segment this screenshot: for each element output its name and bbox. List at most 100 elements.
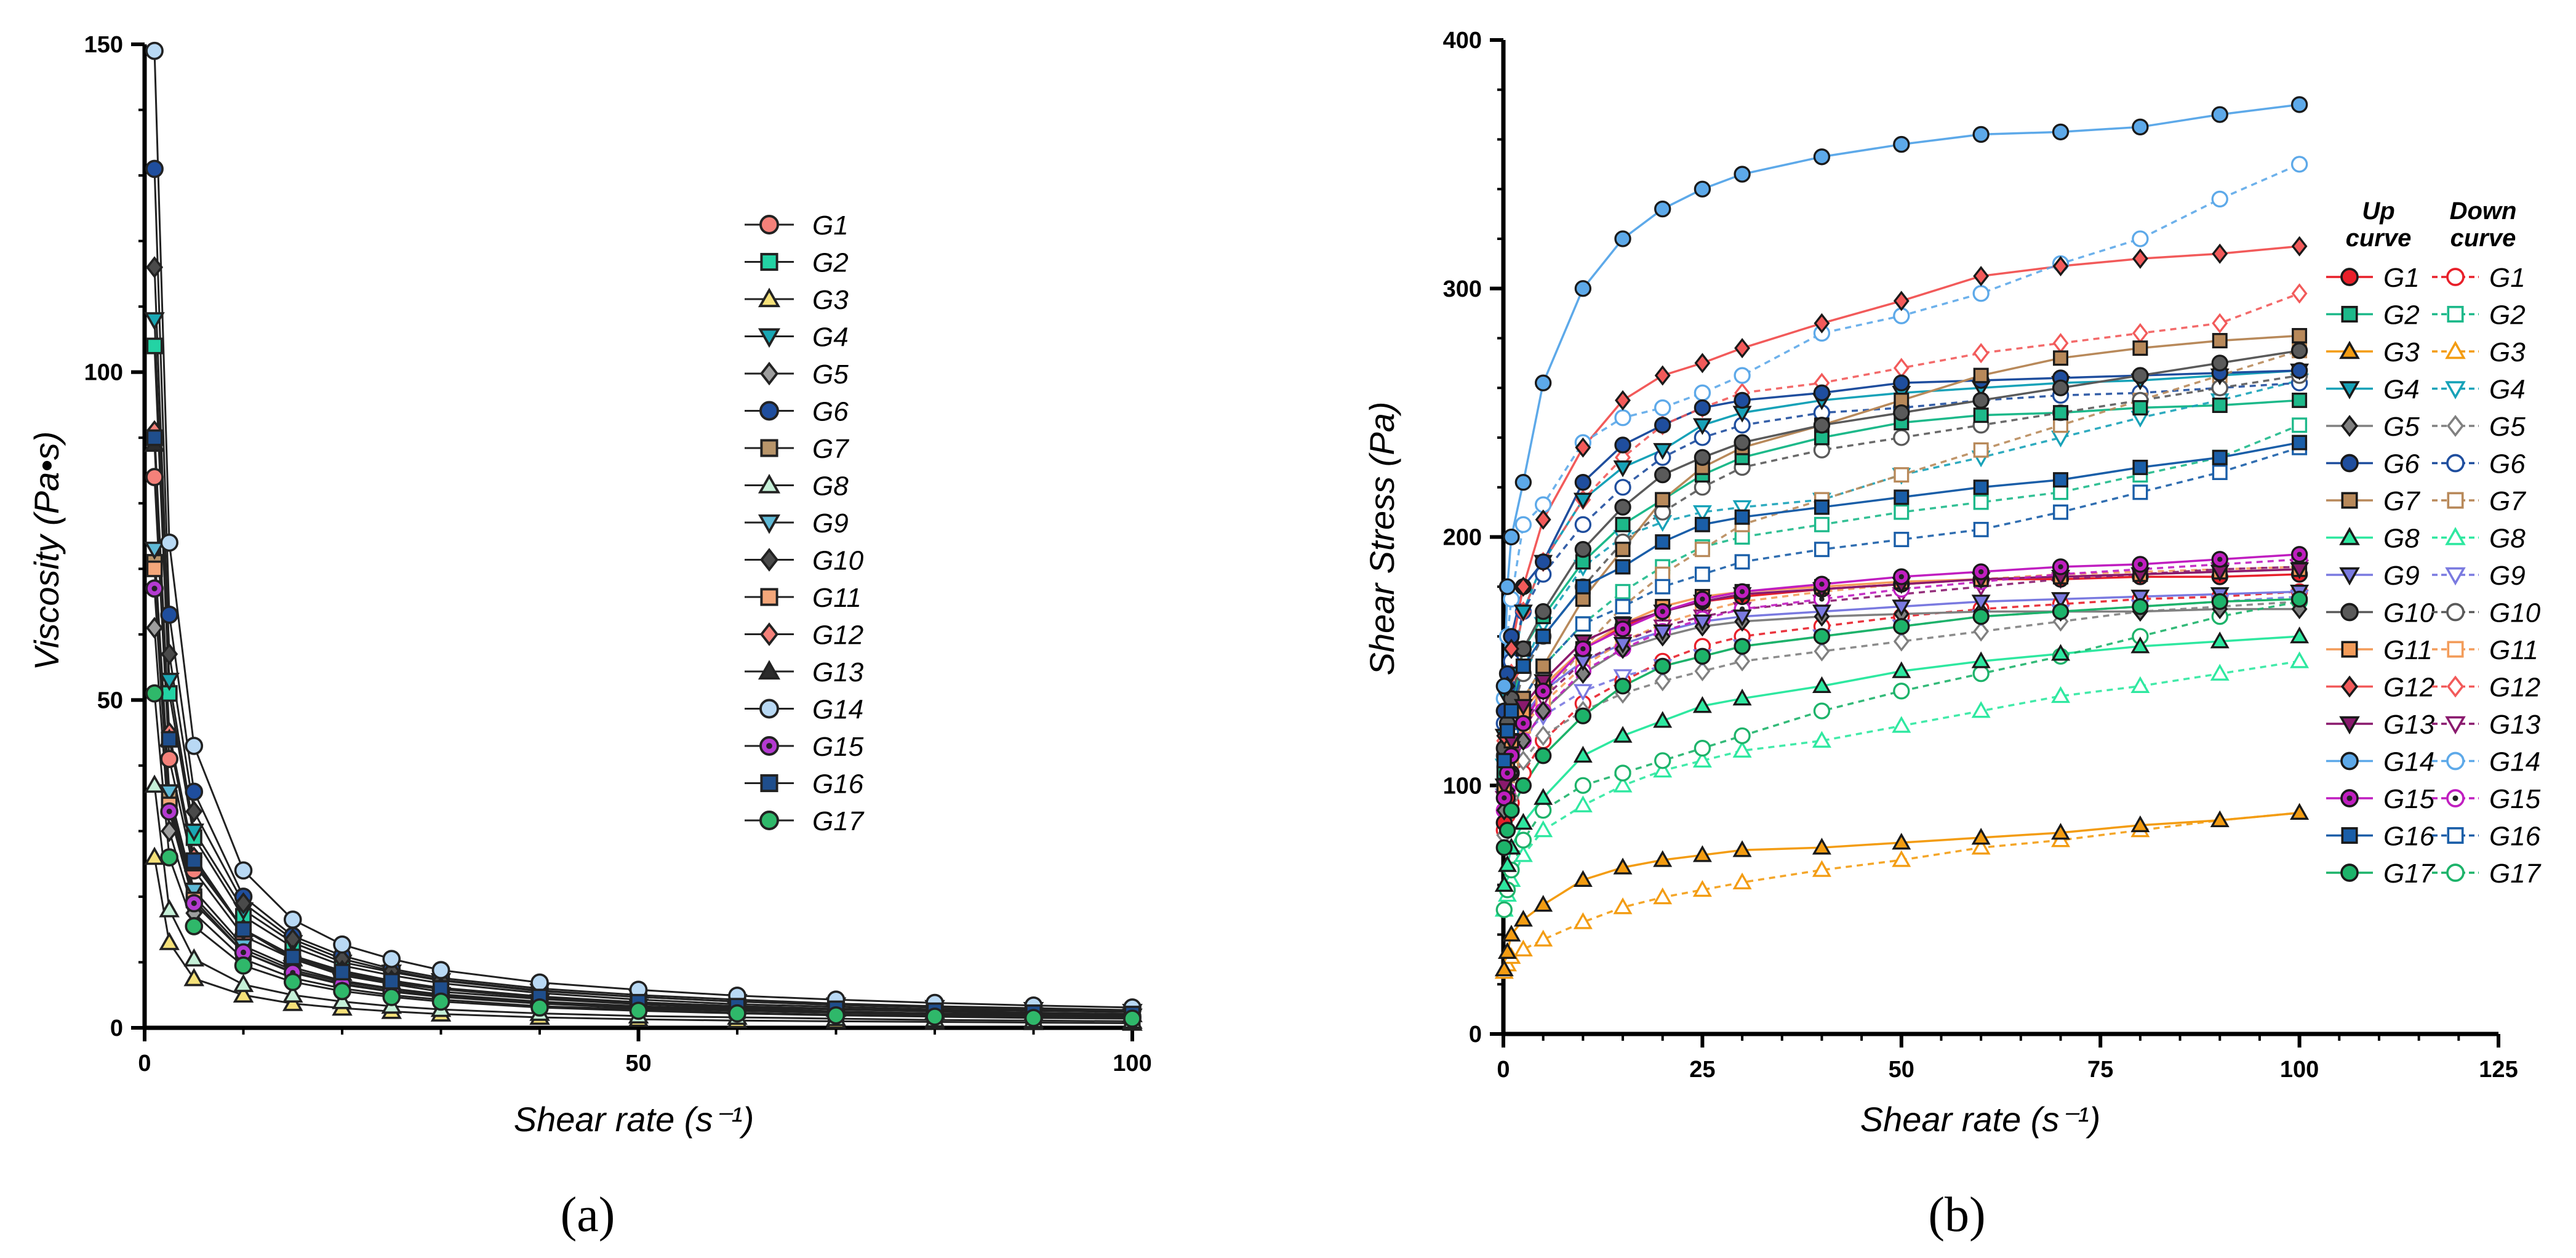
panel-b-up-point-G16 — [1515, 658, 1531, 674]
panel-b-up-point-G7 — [2292, 327, 2308, 343]
panel-b-up-point-G17 — [1972, 608, 1990, 625]
panel-b-up-point-G17 — [2132, 598, 2149, 615]
panel-b-down-point-G12 — [2052, 333, 2069, 354]
panel-b-up-point-G10 — [1614, 499, 1631, 516]
panel-a-point-G9 — [159, 784, 180, 803]
panel-a-legend-marker-G13 — [758, 660, 781, 680]
panel-a-point-G8 — [233, 974, 254, 992]
panel-b-down-point-G5 — [1734, 651, 1751, 671]
panel-a-legend-label-G15: G15 — [812, 732, 864, 762]
panel-b-up-point-G4 — [1513, 604, 1533, 622]
panel-b-legend-up-marker-G8 — [2339, 527, 2360, 545]
panel-b-legend-up-marker-G10 — [2340, 603, 2359, 622]
panel-a-point-G6 — [160, 606, 178, 624]
panel-b-down-point-G5 — [1654, 671, 1671, 692]
panel-b-up-point-G12 — [1615, 390, 1631, 411]
panel-a-legend-marker-G16 — [760, 774, 778, 793]
panel-b-up-point-G10 — [1893, 404, 1910, 422]
panel-b-down-point-G4 — [1692, 505, 1712, 523]
panel-b-legend-down-label-G3: G3 — [2489, 337, 2526, 367]
panel-a-legend-label-G3: G3 — [812, 285, 849, 315]
panel-b-down-point-G14 — [1654, 399, 1671, 417]
panel-a-legend-marker-G9 — [758, 514, 781, 534]
panel-b-up-point-G15-dot — [1502, 795, 1507, 801]
panel-b-up-point-G10 — [2290, 342, 2308, 359]
panel-a-markers — [144, 41, 1143, 1031]
panel-b-up-point-G3 — [1494, 960, 1514, 977]
panel-b-up-point-G15-dot — [2297, 551, 2302, 557]
panel-a-legend-label-G1: G1 — [812, 210, 849, 241]
panel-b-down-point-G14 — [1972, 285, 1990, 302]
panel-b-legend-down-label-G14: G14 — [2489, 747, 2540, 777]
panel-b-up-point-G8 — [1971, 651, 1991, 668]
panel-a-point-G16 — [383, 972, 400, 990]
panel-b-up-point-G13 — [2290, 562, 2310, 579]
panel-a-point-G17 — [382, 988, 401, 1006]
panel-b-legend-up-label-G15: G15 — [2383, 784, 2435, 814]
panel-b-legend-up-marker-G9 — [2339, 567, 2360, 586]
panel-b-down-point-G2 — [2053, 484, 2068, 500]
panel-b-up-point-G12 — [1503, 638, 1519, 659]
panel-a-legend-label-G12: G12 — [812, 620, 863, 651]
panel-b-x-tick-label: 100 — [2280, 1057, 2319, 1083]
panel-b-legend-up-label-G1: G1 — [2383, 263, 2420, 293]
panel-b-up-point-G10 — [1734, 434, 1751, 451]
panel-a-legend-label-G4: G4 — [812, 323, 849, 353]
panel-b-up-point-G14 — [1694, 180, 1711, 198]
panel-a-point-G14 — [530, 973, 549, 992]
panel-a-point-G14 — [234, 861, 253, 880]
panel-b-up-point-G16 — [1814, 499, 1830, 515]
panel-a-legend-label-G10: G10 — [812, 546, 864, 576]
panel-b-up-point-G8 — [1513, 812, 1533, 830]
panel-a-point-G17 — [283, 972, 302, 992]
panel-b-up-point-G3 — [1573, 870, 1593, 887]
panel-b-chart: 0 100 200 300 400 0 25 50 75 100 125 Shear rate (s… — [1362, 28, 2542, 1242]
panel-b-up-point-G14 — [1514, 473, 1532, 491]
panel-a-point-G14 — [160, 533, 178, 552]
panel-a-point-G17 — [185, 917, 204, 935]
panel-b-down-point-G12 — [2212, 313, 2228, 334]
panel-b-up-point-G12 — [1575, 437, 1591, 458]
panel-b-down-point-G16 — [1973, 521, 1989, 537]
panel-b-up-point-G8 — [2210, 631, 2230, 649]
panel-b-legend-up-marker-G13 — [2339, 716, 2360, 735]
panel-b-down-point-G17 — [1614, 764, 1631, 782]
panel-b-up-point-G12 — [1535, 509, 1551, 530]
panel-a-point-G14 — [283, 910, 302, 929]
panel-b-down-point-G3 — [1732, 872, 1752, 889]
panel-b-up-point-G8 — [1573, 745, 1593, 763]
panel-b-down-point-G8 — [2051, 686, 2071, 703]
panel-b-up-point-G4 — [1653, 443, 1673, 460]
panel-b-up-point-G12 — [1893, 290, 1910, 311]
panel-b-up-point-G14 — [1495, 678, 1513, 695]
panel-b-down-point-G8 — [1573, 795, 1593, 812]
panel-b-down-point-G8 — [1892, 716, 1911, 733]
panel-b-down-point-G10 — [1893, 429, 1910, 446]
panel-b-up-point-G2 — [1973, 407, 1989, 423]
panel-b-legend-down-marker-G10 — [2446, 603, 2465, 622]
panel-b-up-point-G10 — [2052, 379, 2070, 396]
panel-b-y-tick-label: 200 — [1443, 525, 1482, 551]
panel-b-up-point-G2 — [2292, 392, 2308, 408]
panel-a-point-G15-dot — [240, 949, 247, 956]
panel-b-up-point-G9 — [1653, 624, 1673, 641]
panel-b-up-point-G13 — [1513, 699, 1533, 716]
panel-b-up-point-G17 — [1498, 822, 1516, 839]
panel-a-point-G17 — [145, 684, 164, 703]
panel-b-up-point-G16 — [1655, 534, 1671, 550]
panel-b-up-point-G17 — [1503, 801, 1520, 819]
panel-b-legend-down-label-G4: G4 — [2489, 375, 2526, 405]
panel-b-legend-down-marker-G7 — [2447, 492, 2464, 509]
panel-b-down-point-G16 — [1814, 542, 1830, 558]
panel-b-down-point-G17 — [1495, 901, 1513, 918]
panel-b-up-point-G7 — [2132, 340, 2148, 356]
panel-b-label: (b) — [1928, 1188, 1985, 1242]
panel-a-legend-marker-G3 — [758, 287, 781, 308]
panel-a-point-G10 — [185, 800, 203, 823]
panel-b-legend-up-label-G14: G14 — [2383, 747, 2434, 777]
panel-b-legend-up-marker-G12 — [2340, 675, 2359, 698]
panel-b-down-point-G17 — [1574, 777, 1592, 794]
panel-b-down-point-G16 — [2053, 504, 2068, 520]
panel-b-down-point-G3 — [1971, 838, 1991, 855]
panel-a-point-G16 — [334, 963, 351, 980]
